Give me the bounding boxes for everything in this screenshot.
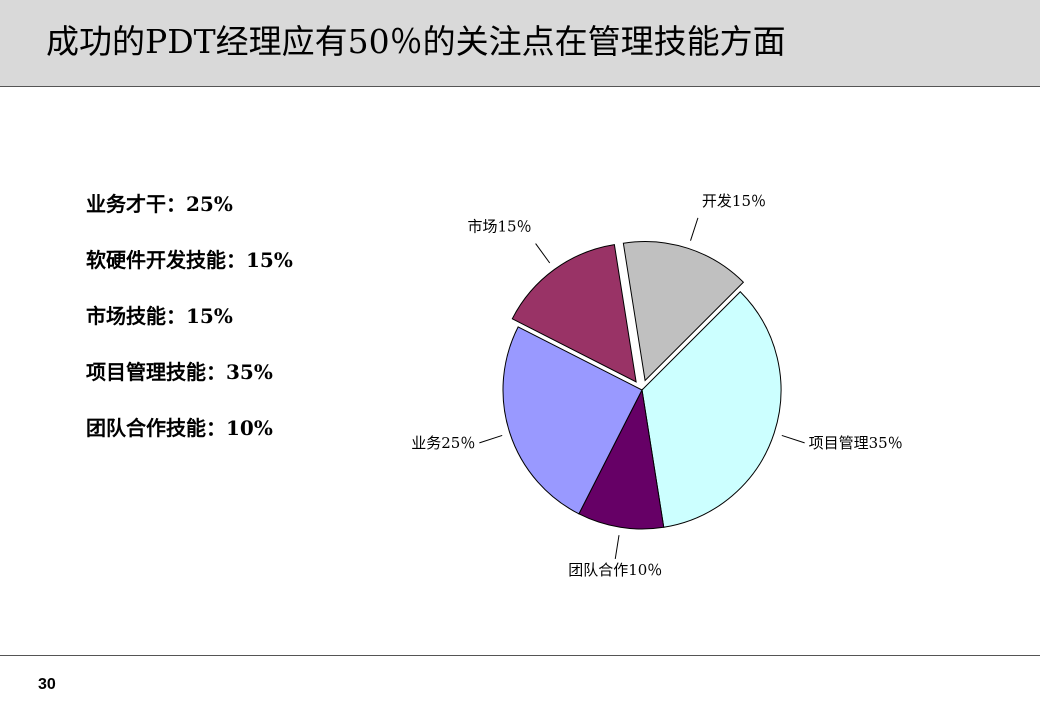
pie-slice-development <box>622 241 745 382</box>
title-bar: 成功的PDT经理应有50％的关注点在管理技能方面 <box>0 0 1040 87</box>
slide-title: 成功的PDT经理应有50％的关注点在管理技能方面 <box>46 22 786 61</box>
pie-slice-business <box>502 326 643 515</box>
page-number: 30 <box>38 676 56 693</box>
pie-slice-teamwork <box>578 388 665 530</box>
skill-item-teamwork: 团队合作技能：10% <box>86 416 273 440</box>
leader-line-development <box>690 217 699 241</box>
slice-label-marketing: 市场15％ <box>468 218 532 236</box>
leader-line-business <box>479 434 503 444</box>
skill-item-business: 业务才干：25% <box>86 192 233 216</box>
slice-label-development: 开发15％ <box>702 192 766 210</box>
pie-slices <box>502 241 782 530</box>
slice-label-project-management: 项目管理35％ <box>809 434 903 452</box>
skill-list: 业务才干：25% 软硬件开发技能：15% 市场技能：15% 项目管理技能：35%… <box>86 188 293 468</box>
pie-labels: 项目管理35％ 团队合作10％ 业务25％ 市场15％ 开发15％ <box>411 192 902 579</box>
skill-item-development: 软硬件开发技能：15% <box>86 248 293 272</box>
pie-leader-lines <box>479 217 805 559</box>
slice-label-business: 业务25％ <box>411 434 475 452</box>
leader-line-marketing <box>535 243 551 264</box>
pie-slice-marketing <box>511 244 637 383</box>
slice-label-teamwork: 团队合作10％ <box>568 561 662 579</box>
leader-line-project-management <box>781 434 805 444</box>
skill-item-marketing: 市场技能：15% <box>86 304 233 328</box>
bottom-rule <box>0 655 1040 656</box>
skill-item-project-management: 项目管理技能：35% <box>86 360 273 384</box>
pie-slice-project-management <box>641 291 782 528</box>
leader-line-teamwork <box>614 535 620 559</box>
